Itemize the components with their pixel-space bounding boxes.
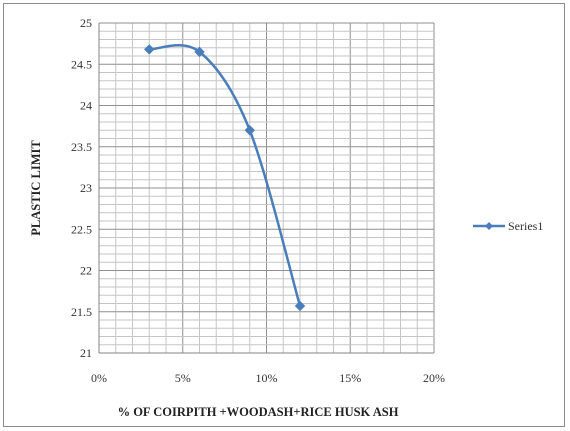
y-tick-label: 24 [80, 99, 92, 113]
data-point-marker [294, 300, 306, 312]
grid-lines [98, 22, 435, 354]
legend-swatch-marker [485, 222, 493, 230]
data-point-marker [244, 125, 255, 136]
legend: Series1 [473, 219, 543, 233]
y-tick-label: 21.5 [71, 305, 92, 319]
legend-label: Series1 [508, 219, 543, 233]
axes [98, 23, 434, 354]
data-point-marker [144, 44, 155, 55]
x-tick-label: 20% [423, 371, 445, 385]
tick-labels: 21 21.5 22 22.5 23 23.5 24 24.5 25 0% 5% 10% 15% 20% [71, 16, 445, 385]
y-tick-label: 22.5 [71, 222, 92, 236]
y-tick-label: 25 [80, 16, 92, 30]
y-tick-label: 24.5 [71, 57, 92, 71]
data-point-marker [194, 46, 205, 58]
y-tick-label: 21 [80, 346, 92, 360]
y-tick-label: 23.5 [71, 140, 92, 154]
y-tick-label: 23 [80, 181, 92, 195]
x-tick-label: 0% [91, 371, 107, 385]
y-tick-label: 22 [80, 264, 92, 278]
x-axis-title: % OF COIRPITH +WOODASH+RICE HUSK ASH [118, 405, 399, 419]
y-axis-title: PLASTIC LIMIT [29, 140, 43, 236]
x-tick-label: 10% [256, 371, 278, 385]
series-layer [144, 44, 306, 312]
chart-frame [3, 3, 565, 427]
x-tick-label: 5% [175, 371, 191, 385]
series-line [149, 44, 302, 307]
x-tick-label: 15% [339, 371, 361, 385]
